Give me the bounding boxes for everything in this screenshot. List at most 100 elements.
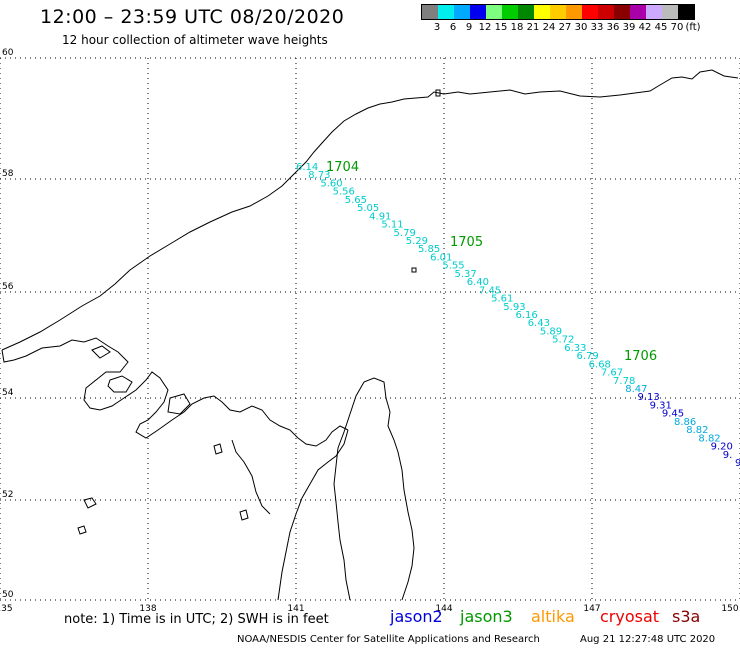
- pass-number-label: 1705: [450, 235, 483, 250]
- satellite-legend-jason3: jason3: [460, 607, 513, 626]
- lat-tick-label: 60: [2, 48, 14, 58]
- color-scale-label: 39: [622, 22, 636, 33]
- wave-height-label: 8.47: [625, 384, 647, 395]
- wave-height-label: 5.61: [491, 294, 513, 305]
- wave-height-label: 5.85: [418, 244, 440, 255]
- footer-note: note: 1) Time is in UTC; 2) SWH is in fe…: [64, 612, 329, 627]
- coastline-islands-1: [107, 375, 133, 393]
- wave-height-label: 9.31: [650, 400, 672, 411]
- color-swatch: [422, 5, 438, 19]
- wave-height-label: 5.72: [552, 335, 574, 346]
- wave-height-label: 6.33: [564, 343, 586, 354]
- lat-tick-label: 52: [2, 490, 13, 500]
- wave-height-label: 6.01: [430, 252, 452, 263]
- lon-tick-label: 135: [0, 604, 13, 614]
- color-swatch: [534, 5, 550, 19]
- lat-tick-label: 56: [2, 282, 14, 292]
- color-scale-label: 27: [558, 22, 572, 33]
- color-scale-label: 36: [606, 22, 620, 33]
- coastline-mainland-north: [1, 69, 739, 351]
- color-swatch: [646, 5, 662, 19]
- wave-height-label: 8.82: [698, 433, 720, 444]
- wave-height-label: 6.40: [467, 277, 489, 288]
- pass-number-label: 1704: [326, 160, 359, 175]
- satellite-legend-jason2: jason2: [390, 607, 443, 626]
- color-swatch: [614, 5, 630, 19]
- color-swatch: [582, 5, 598, 19]
- page-title: 12:00 – 23:59 UTC 08/20/2020: [40, 6, 345, 28]
- lat-tick-label: 50: [2, 590, 14, 600]
- wave-height-label: 5.37: [455, 269, 477, 280]
- color-scale-label: 24: [542, 22, 556, 33]
- wave-height-label: 9.20: [711, 442, 733, 453]
- wave-height-label: 5.55: [442, 261, 464, 272]
- lon-tick-label: 150: [721, 604, 738, 614]
- satellite-legend-s3a: s3a: [672, 607, 701, 626]
- coastline-west: [1, 337, 349, 447]
- wave-height-label: 9: [735, 458, 740, 469]
- lon-tick-label: 138: [139, 604, 156, 614]
- color-swatch: [598, 5, 614, 19]
- lat-tick-label: 58: [2, 169, 14, 179]
- page-subtitle: 12 hour collection of altimeter wave hei…: [62, 33, 328, 47]
- color-scale-label: 15: [494, 22, 508, 33]
- color-swatch: [550, 5, 566, 19]
- wave-height-label: 8.82: [686, 425, 708, 436]
- color-scale-label: (ft): [685, 22, 701, 33]
- wave-height-label: 8.73: [308, 170, 330, 181]
- lon-tick-label: 144: [435, 604, 452, 614]
- color-swatch: [502, 5, 518, 19]
- color-swatch: [470, 5, 486, 19]
- color-scale-label: 45: [654, 22, 668, 33]
- coastline-islands-2: [167, 393, 191, 415]
- color-swatch: [438, 5, 454, 19]
- color-scale-legend: 3 6 9 12 15 18 21 24 27 30 33 36 39 42 45 70 (ft): [421, 4, 701, 34]
- lon-tick-label: 141: [287, 604, 304, 614]
- wave-height-label: 5.93: [503, 302, 525, 313]
- color-scale-label: 6: [449, 22, 457, 33]
- wave-height-label: 5.60: [320, 178, 342, 189]
- color-scale-label: 42: [638, 22, 652, 33]
- wave-height-label: 9.13: [637, 392, 659, 403]
- satellite-legend-altika: altika: [531, 607, 575, 626]
- wave-height-label: 7.67: [601, 368, 623, 379]
- color-scale-label: 21: [526, 22, 540, 33]
- pass-labels: 1704 1705 1706: [326, 160, 657, 364]
- wave-height-label: 6.68: [589, 359, 611, 370]
- color-scale-label: 18: [510, 22, 524, 33]
- wave-height-label: 5.05: [357, 203, 379, 214]
- wave-height-label: 9.45: [662, 409, 684, 420]
- wave-height-label: 8.86: [674, 417, 696, 428]
- footer-timestamp: Aug 21 12:27:48 UTC 2020: [580, 634, 716, 645]
- wave-height-label: 7.78: [613, 376, 635, 387]
- wave-height-label: 5.56: [333, 187, 355, 198]
- color-scale-label: 12: [478, 22, 492, 33]
- footer-credit: NOAA/NESDIS Center for Satellite Applica…: [237, 634, 540, 645]
- wave-height-label: 6.16: [516, 310, 538, 321]
- coastline-sakhalin: [333, 377, 415, 601]
- coastline-river-mouth: [231, 439, 271, 515]
- color-scale-label: 3: [433, 22, 441, 33]
- wave-height-label: 5.11: [381, 220, 403, 231]
- coastline-small-islands: [77, 89, 441, 535]
- color-scale-label: 30: [574, 22, 588, 33]
- wave-height-label: 9.: [723, 450, 733, 461]
- coastline-mainland-south: [277, 429, 349, 601]
- color-scale-labels: 3 6 9 12 15 18 21 24 27 30 33 36 39 42 45 70 (ft): [421, 20, 701, 34]
- color-scale-label: 9: [465, 22, 473, 33]
- lat-tick-label: 54: [2, 388, 14, 398]
- wave-height-label: 6.43: [528, 318, 550, 329]
- coastline: [1, 69, 739, 601]
- wave-height-label: 5.29: [406, 236, 428, 247]
- color-scale-label: 33: [590, 22, 604, 33]
- wave-height-label: 6.79: [576, 351, 598, 362]
- axis-labels: 135 138 141 144 147 150 50 52 54 56 58 60: [0, 48, 739, 614]
- color-swatch: [566, 5, 582, 19]
- color-swatch: [518, 5, 534, 19]
- color-swatch: [454, 5, 470, 19]
- satellite-legend-cryosat: cryosat: [600, 607, 660, 626]
- color-swatch: [678, 5, 694, 19]
- observation-track: 6.148.735.605.565.655.054.915.115.795.29…: [296, 162, 740, 469]
- wave-height-label: 5.79: [394, 228, 416, 239]
